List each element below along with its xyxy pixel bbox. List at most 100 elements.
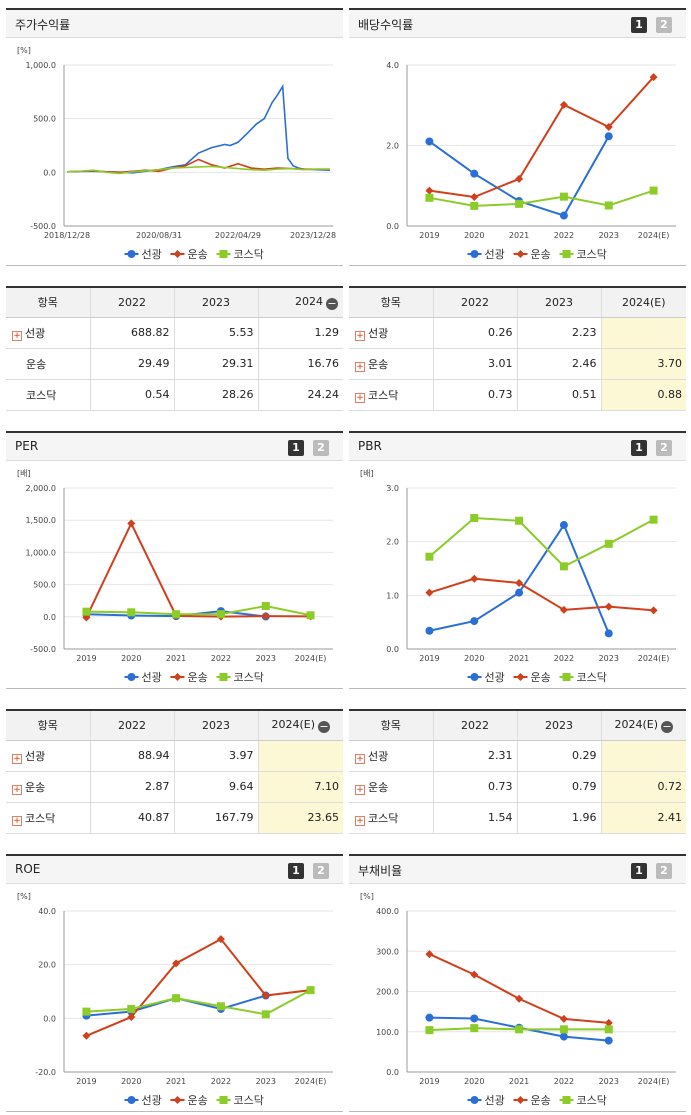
header-cell: 2023 [173, 286, 258, 318]
y-tick-label: 200.0 [376, 988, 399, 997]
data-point [470, 169, 479, 178]
data-point [470, 193, 479, 202]
header-cell: 2023 [516, 709, 601, 741]
data-point [261, 612, 270, 621]
expand-icon[interactable]: + [12, 815, 22, 826]
data-point [604, 539, 613, 548]
series-line [429, 76, 655, 199]
per-chart: [배] -500.0 0.0 500.0 1,000.0 1,500.0 2,000.0 20… [17, 469, 333, 684]
table-cell: 1.29 [257, 317, 343, 349]
series-line [85, 521, 311, 618]
expand-icon[interactable]: + [355, 330, 365, 341]
collapse-icon[interactable]: − [661, 719, 674, 733]
header-cell-collapse[interactable]: 2024− [257, 286, 343, 318]
row-label[interactable]: + 선광 [6, 740, 90, 772]
divider [349, 1111, 686, 1112]
table-cell: 0.79 [516, 771, 601, 803]
table-cell: 5.53 [173, 317, 258, 349]
y-tick-label: 0.0 [43, 613, 56, 622]
table-header-row: 항목 2022 2023 2024− [6, 286, 343, 318]
expand-icon[interactable]: + [12, 330, 22, 341]
y-tick-label: 2.0 [386, 142, 399, 151]
header-cell: 2024(E) [600, 286, 686, 318]
data-point [216, 935, 225, 944]
legend-label: 운송 [188, 671, 208, 684]
data-point [562, 250, 571, 258]
table-row: + 운송 3.01 2.46 3.70 [349, 348, 686, 380]
header-cell: 2022 [89, 286, 174, 318]
header-cell-collapse[interactable]: 2024(E) − [257, 709, 343, 741]
y-tick-label: 100.0 [376, 1028, 399, 1037]
expand-icon[interactable]: + [12, 784, 22, 795]
roe-panel: ROE 1 2 [%] -20.0 0.0 20.0 40.0 2019 2020 2021 2… [6, 854, 343, 1112]
dividend-yield-chart: 0.0 2.0 4.0 2019 2020 2021 2022 2023 2024(E) 선광 운송… [386, 61, 676, 261]
legend-label: 선광 [142, 671, 162, 684]
toggle-1-button[interactable]: 1 [631, 440, 647, 456]
row-label[interactable]: + 운송 [6, 771, 90, 803]
toggle-2-button[interactable]: 2 [656, 440, 672, 456]
table-cell: 2.87 [89, 771, 174, 803]
divider [349, 265, 686, 266]
row-label[interactable]: + 코스닥 [6, 802, 90, 834]
toggle-1-button[interactable]: 1 [631, 17, 647, 33]
expand-icon[interactable]: + [355, 815, 365, 826]
header-cell: 2023 [173, 709, 258, 741]
x-tick-label: 2020 [464, 654, 484, 663]
series-line [429, 953, 609, 1024]
y-tick-label: 1,000.0 [25, 61, 56, 70]
per-panel: PER 1 2 [배] -500.0 0.0 500.0 1,000.0 1,500.0 2… [6, 431, 343, 689]
header-cell-collapse[interactable]: 2024(E) − [600, 709, 686, 741]
expand-icon[interactable]: + [355, 753, 365, 764]
data-point [515, 516, 524, 525]
row-label-text: 코스닥 [26, 388, 57, 402]
data-point [172, 959, 181, 968]
toggle-2-button[interactable]: 2 [313, 863, 329, 879]
y-tick-label: -500.0 [30, 222, 56, 231]
data-point [219, 673, 228, 681]
data-point [470, 1096, 479, 1104]
legend-label: 코스닥 [234, 1094, 264, 1107]
data-point [82, 1007, 91, 1016]
row-label-text: 선광 [368, 326, 389, 340]
data-point [562, 673, 571, 681]
table-cell: 16.76 [257, 348, 343, 380]
table-cell: 2.31 [432, 740, 517, 772]
data-point [470, 1014, 479, 1023]
row-label[interactable]: + 선광 [349, 740, 433, 772]
data-point [127, 250, 136, 258]
data-point [127, 1012, 136, 1021]
series-line [66, 165, 330, 175]
data-point [219, 1096, 228, 1104]
expand-icon[interactable]: + [355, 392, 365, 403]
x-tick-label: 2019 [76, 654, 96, 663]
data-point [261, 601, 270, 610]
toggle-1-button[interactable]: 1 [288, 440, 304, 456]
data-point [559, 192, 568, 201]
header-cell: 2022 [432, 286, 517, 318]
data-point [559, 1014, 568, 1023]
x-tick-label: 2023 [599, 1077, 619, 1086]
row-label[interactable]: + 운송 [349, 348, 433, 380]
row-label[interactable]: + 코스닥 [349, 802, 433, 834]
row-label[interactable]: + 코스닥 [349, 379, 433, 411]
x-tick-label: 2021 [509, 1077, 529, 1086]
table-header-row: 항목 2022 2023 2024(E) − [349, 709, 686, 741]
toggle-2-button[interactable]: 2 [313, 440, 329, 456]
dividend-yield-table: 항목 2022 2023 2024(E) + 선광 0.26 2.23 + 운송 3… [349, 286, 686, 411]
row-label[interactable]: + 운송 [349, 771, 433, 803]
toggle-2-button[interactable]: 2 [656, 863, 672, 879]
expand-icon[interactable]: + [12, 753, 22, 764]
collapse-icon[interactable]: − [318, 719, 331, 733]
collapse-icon[interactable]: − [326, 296, 338, 310]
legend-label: 코스닥 [577, 248, 607, 261]
toggle-1-button[interactable]: 1 [288, 863, 304, 879]
expand-icon[interactable]: + [355, 361, 365, 372]
toggle-1-button[interactable]: 1 [631, 863, 647, 879]
row-label[interactable]: + 선광 [349, 317, 433, 349]
toggle-2-button[interactable]: 2 [656, 17, 672, 33]
row-label[interactable]: + 선광 [6, 317, 90, 349]
data-point [515, 199, 524, 208]
expand-icon[interactable]: + [355, 784, 365, 795]
data-point [559, 1025, 568, 1034]
table-cell [257, 740, 343, 772]
